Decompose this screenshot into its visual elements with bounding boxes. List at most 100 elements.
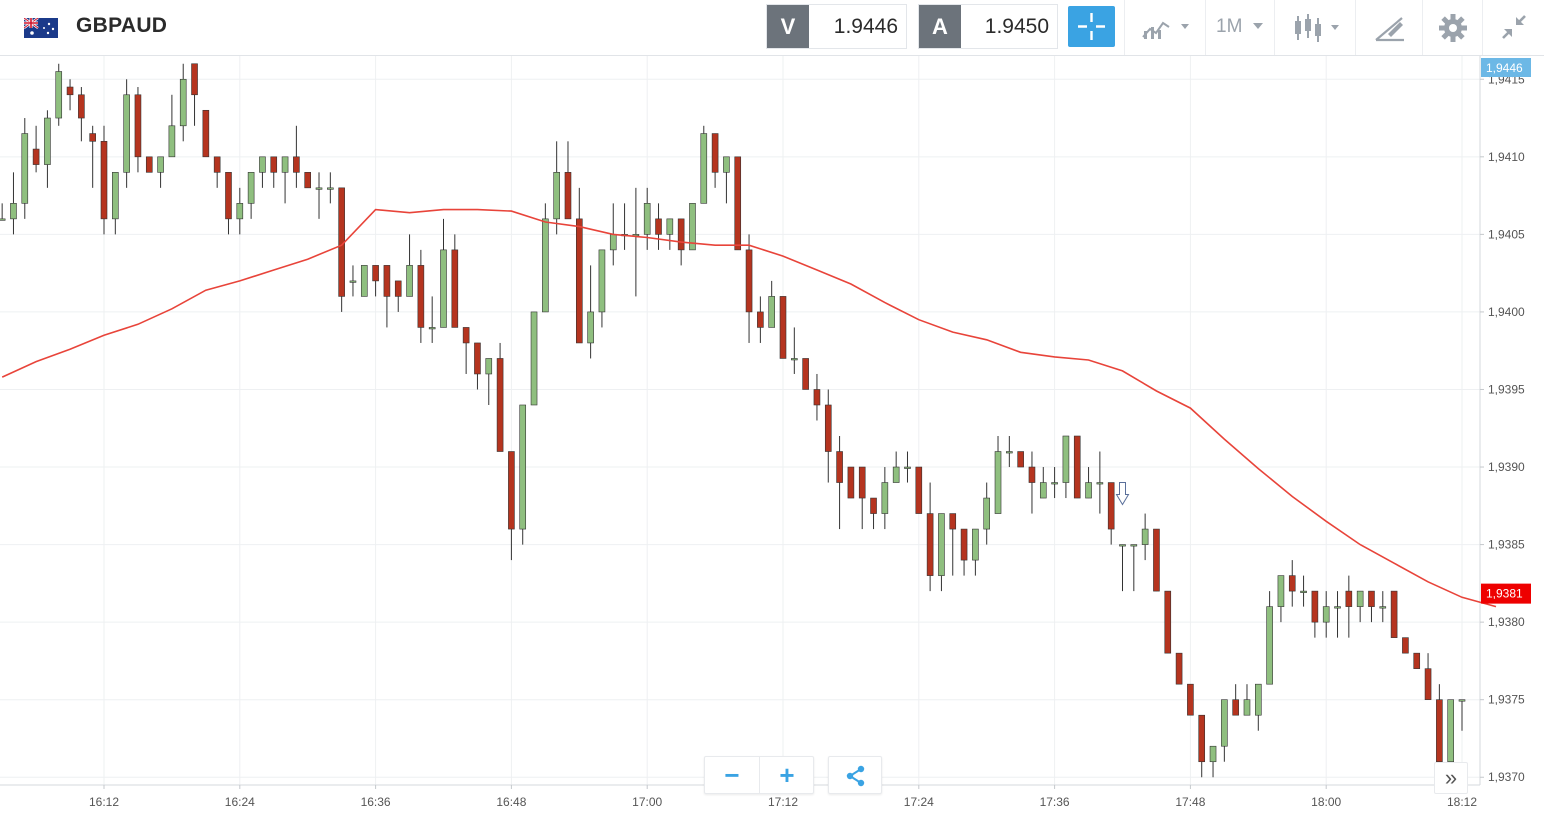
current-price-marker <box>1481 583 1531 604</box>
candle-body <box>1243 699 1251 716</box>
candle-body <box>904 466 911 469</box>
chevron-down-icon <box>1253 23 1263 29</box>
crosshair-button[interactable] <box>1068 6 1115 47</box>
candle-body <box>1447 699 1454 763</box>
candle-body <box>213 156 221 173</box>
candle-body <box>1379 606 1387 609</box>
candle-body <box>553 172 560 220</box>
candle-body <box>66 86 74 96</box>
candle-body <box>157 156 164 173</box>
x-tick-label: 17:36 <box>1040 795 1070 809</box>
y-tick-label: 1,9385 <box>1488 538 1525 552</box>
candle-body <box>1458 699 1466 702</box>
candle-body <box>360 265 368 297</box>
candle-body <box>462 327 470 344</box>
chart-type-button[interactable] <box>1124 0 1204 55</box>
candle-body <box>1006 451 1013 454</box>
candle-body <box>179 78 187 127</box>
buy-quote-button[interactable]: A 1.9450 <box>918 4 1058 49</box>
y-tick-label: 1,9390 <box>1488 460 1525 474</box>
candle-body <box>349 280 357 283</box>
candle-body <box>55 71 63 119</box>
candle-body <box>270 156 278 173</box>
ask-price-marker <box>1481 58 1531 77</box>
candle-body <box>723 156 730 173</box>
candle-body <box>542 218 549 313</box>
candle-body <box>1119 544 1126 547</box>
candle-body <box>847 466 855 499</box>
candle-body <box>44 117 51 165</box>
scroll-to-latest-button[interactable]: » <box>1434 762 1468 794</box>
candle-body <box>1277 575 1285 607</box>
candle-body <box>598 249 606 313</box>
candlestick-button[interactable] <box>1274 0 1355 55</box>
share-button[interactable] <box>828 756 882 794</box>
candle-body <box>315 187 323 190</box>
candle-body <box>1390 590 1398 638</box>
candle-body <box>1311 590 1319 623</box>
instrument-symbol: GBPAUD <box>76 14 168 37</box>
candle-body <box>1424 668 1432 700</box>
x-tick-label: 18:00 <box>1311 795 1341 809</box>
candle-body <box>78 94 85 119</box>
candle-body <box>21 133 29 204</box>
zoom-controls: − + <box>704 756 814 794</box>
candle-body <box>1266 606 1273 685</box>
candle-body <box>1413 652 1421 669</box>
settings-button[interactable] <box>1422 0 1482 55</box>
candle-body <box>519 404 527 530</box>
zoom-in-button[interactable]: + <box>779 760 795 790</box>
timeframe-button[interactable]: 1M <box>1205 0 1274 55</box>
candlestick-chart[interactable]: 1,94151,94101,94051,94001,93951,93901,93… <box>0 56 1544 821</box>
candle-body <box>530 311 538 406</box>
candle-body <box>734 156 742 251</box>
candle-body <box>1334 606 1341 609</box>
sell-quote-button[interactable]: V 1.9446 <box>766 4 907 49</box>
x-tick-label: 17:00 <box>632 795 662 809</box>
candle-body <box>1175 652 1183 685</box>
candle-body <box>1187 683 1194 716</box>
candle-body <box>1107 482 1115 530</box>
candle-body <box>1221 699 1228 747</box>
candle-body <box>1288 575 1296 592</box>
candle-body <box>892 466 900 483</box>
x-tick-label: 18:12 <box>1447 795 1477 809</box>
candle-body <box>1130 544 1138 547</box>
drawing-tools-button[interactable] <box>1355 0 1422 55</box>
current-price-label: 1,9381 <box>1486 587 1523 601</box>
ask-price-label: 1,9446 <box>1486 61 1523 75</box>
sell-signal-arrow <box>1115 482 1130 506</box>
candle-body <box>768 296 775 328</box>
candle-body <box>666 218 674 235</box>
candle-body <box>858 466 866 499</box>
candle-body <box>1062 435 1070 483</box>
candle-body <box>757 311 764 328</box>
candle-body <box>327 187 334 190</box>
candle-body <box>485 358 493 375</box>
share-icon <box>846 765 865 787</box>
zoom-out-button[interactable]: − <box>724 760 740 790</box>
chart-type-icon <box>1142 21 1189 39</box>
candle-body <box>1017 451 1024 468</box>
collapse-button[interactable] <box>1482 0 1544 55</box>
price-chart[interactable]: 1,9415 1,9410 1,9405 1,9400 1,9395 1,9390 1,93… <box>0 56 1544 821</box>
timeframe-label: 1M <box>1216 16 1243 37</box>
x-tick-label: 16:12 <box>89 795 119 809</box>
candle-body <box>1356 590 1364 607</box>
candle-body <box>1164 590 1172 654</box>
crosshair-icon <box>1078 13 1105 40</box>
candle-body <box>689 203 696 251</box>
candle-body <box>145 156 153 173</box>
sell-price: 1.9446 <box>833 15 898 38</box>
candle-body <box>972 528 979 561</box>
candle-body <box>202 109 210 158</box>
candle-body <box>881 482 889 514</box>
sell-label: V <box>767 5 809 48</box>
candle-body <box>134 94 142 158</box>
candle-body <box>824 404 832 452</box>
candle-body <box>0 218 6 221</box>
candle-body <box>609 234 617 251</box>
candle-body <box>949 513 957 530</box>
candle-body <box>440 249 447 328</box>
candle-body <box>1368 590 1375 607</box>
